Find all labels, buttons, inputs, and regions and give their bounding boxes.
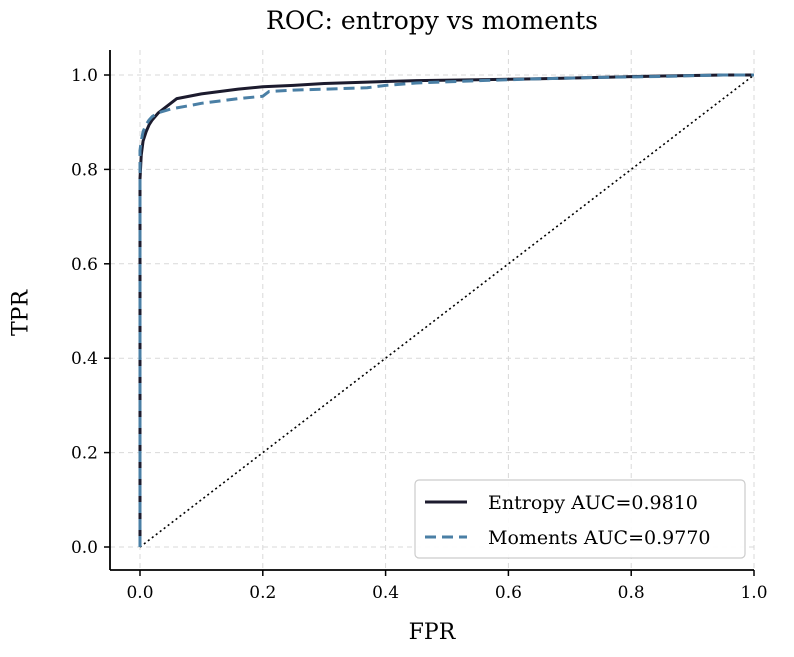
y-tick-label: 1.0 — [71, 66, 98, 86]
y-tick-label: 0.8 — [71, 160, 98, 180]
legend-label-entropy: Entropy AUC=0.9810 — [488, 492, 698, 514]
y-tick-label: 0.2 — [71, 444, 98, 464]
x-tick-label: 0.6 — [495, 583, 522, 603]
x-tick-label: 0.8 — [618, 583, 645, 603]
y-tick-label: 0.6 — [71, 255, 98, 275]
x-tick-label: 0.2 — [249, 583, 276, 603]
x-tick-label: 1.0 — [740, 583, 767, 603]
legend-box — [414, 479, 746, 559]
series-line-entropy — [138, 73, 754, 547]
x-tick-label: 0.0 — [126, 583, 153, 603]
legend-label-moments: Moments AUC=0.9770 — [488, 527, 711, 549]
x-axis-label: FPR — [408, 620, 456, 645]
y-tick-label: 0.0 — [71, 538, 98, 558]
y-tick-label: 0.4 — [71, 349, 98, 369]
chart-title: ROC: entropy vs moments — [266, 6, 598, 35]
series-line-chance — [139, 74, 755, 548]
series-line-moments — [138, 73, 754, 547]
x-tick-label: 0.4 — [372, 583, 399, 603]
